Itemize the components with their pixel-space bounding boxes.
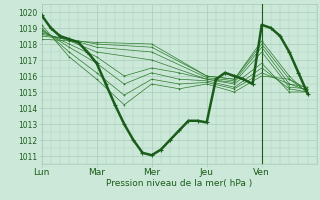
X-axis label: Pression niveau de la mer( hPa ): Pression niveau de la mer( hPa )	[106, 179, 252, 188]
